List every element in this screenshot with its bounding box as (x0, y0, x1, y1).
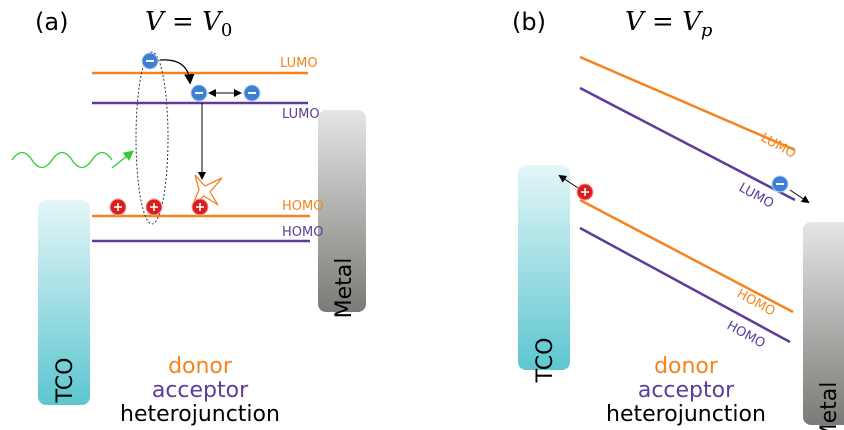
level-label: HOMO (282, 199, 323, 214)
electrode-label: Metal (332, 258, 357, 319)
exciton (136, 52, 168, 224)
electron (244, 85, 260, 101)
panel-label: (b) (512, 8, 546, 36)
legend-donor: donor (168, 354, 233, 379)
level-label: HOMO (282, 225, 323, 240)
legend-acceptor: acceptor (152, 378, 249, 403)
electrode-label: Metal (817, 382, 842, 430)
voltage: V = Vp (625, 7, 713, 41)
level-line (580, 200, 793, 312)
legend-junction: heterojunction (606, 402, 766, 427)
photon-arrow (112, 152, 132, 168)
photon (12, 153, 112, 168)
level-label: LUMO (282, 107, 320, 122)
hole (146, 199, 162, 215)
electron (191, 85, 207, 101)
level-label: LUMO (736, 180, 776, 211)
electrode-label: TCO (533, 338, 558, 384)
level-line (580, 228, 790, 342)
panel-a: (a) V = V0 TCO Metal LUMO LUMO HOMO HOMO… (12, 7, 366, 427)
electrode-label: TCO (53, 358, 78, 404)
legend-junction: heterojunction (120, 402, 280, 427)
level-label: LUMO (758, 130, 798, 161)
level-label: HOMO (724, 318, 768, 351)
hole (110, 199, 126, 215)
transfer-arrow (160, 60, 190, 82)
legend-donor: donor (654, 354, 719, 379)
hole (192, 199, 208, 215)
electron (142, 53, 158, 69)
diagram: (a) V = V0 TCO Metal LUMO LUMO HOMO HOMO… (0, 0, 844, 430)
level-label: LUMO (280, 56, 318, 71)
panel-b: (b) V = Vp TCO Metal LUMO LUMO HOMO HOMO… (512, 7, 844, 430)
panel-label: (a) (35, 8, 68, 36)
electron (772, 176, 788, 192)
voltage: V = V0 (145, 7, 232, 41)
hole (577, 184, 593, 200)
legend-acceptor: acceptor (638, 378, 735, 403)
